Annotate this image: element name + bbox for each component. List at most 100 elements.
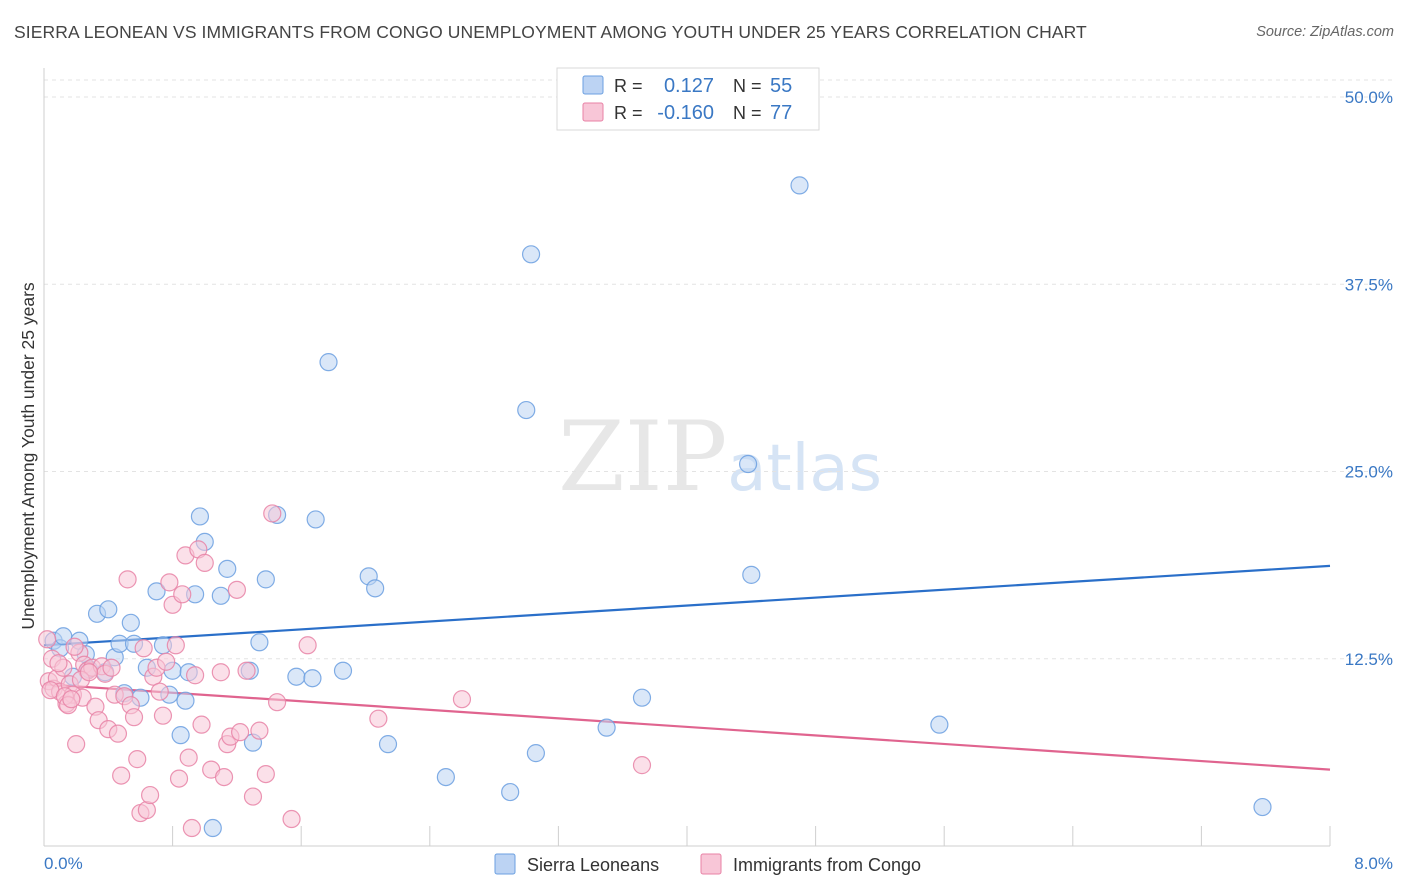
point-sierra-leonean (211, 586, 230, 605)
point-congo (263, 504, 282, 523)
point-congo (173, 585, 192, 604)
point-congo (256, 764, 275, 784)
point-sierra-leonean (521, 245, 541, 264)
point-congo (195, 553, 214, 572)
legend-r-value-sierra: 0.127 (664, 75, 714, 97)
point-congo (214, 767, 234, 787)
point-congo (160, 573, 179, 592)
series-legend: Sierra Leoneans Immigrants from Congo (494, 853, 921, 875)
point-sierra-leonean (147, 582, 166, 601)
axes (43, 68, 1331, 847)
legend-swatch-congo (582, 102, 604, 122)
point-congo (632, 756, 652, 775)
point-sierra-leonean (436, 767, 455, 787)
point-congo (169, 769, 189, 788)
point-sierra-leonean (218, 559, 237, 578)
point-congo (62, 690, 81, 709)
legend-n-value-sierra: 55 (770, 75, 792, 97)
point-congo (140, 785, 160, 805)
point-congo (211, 663, 230, 682)
point-congo (79, 663, 99, 682)
point-congo (231, 723, 250, 742)
gridlines (44, 79, 1393, 660)
point-sierra-leonean (319, 353, 338, 372)
point-sierra-leonean (203, 818, 222, 838)
point-congo (186, 666, 205, 685)
trend-line-congo (43, 683, 1331, 771)
point-sierra-leonean (501, 782, 520, 802)
point-sierra-leonean (632, 688, 652, 707)
point-congo (49, 654, 68, 673)
point-sierra-leonean (378, 735, 398, 754)
y-tick-labels: 12.5% 25.0% 37.5% 50.0% (1345, 88, 1393, 669)
point-congo (137, 800, 156, 820)
legend-r-value-congo: -0.160 (657, 102, 714, 124)
watermark-zip: ZIP (558, 401, 727, 513)
point-sierra-leonean (1253, 797, 1272, 817)
legend-n-value-congo: 77 (770, 102, 792, 124)
series-legend-swatch-congo (700, 853, 722, 875)
point-congo (243, 787, 263, 806)
trend-lines (43, 564, 1331, 771)
point-congo (65, 637, 84, 656)
point-sierra-leonean (99, 600, 118, 619)
point-congo (192, 715, 211, 734)
point-congo (124, 708, 144, 727)
point-congo (452, 690, 472, 709)
point-sierra-leonean (303, 669, 322, 688)
series-legend-label-congo: Immigrants from Congo (733, 855, 921, 875)
point-sierra-leonean (790, 176, 809, 195)
point-congo (102, 658, 121, 677)
point-congo (157, 652, 176, 671)
point-congo (38, 630, 57, 649)
point-sierra-leonean (121, 613, 140, 632)
series-legend-label-sierra: Sierra Leoneans (527, 855, 659, 875)
x-tick-label-min: 0.0% (44, 854, 83, 873)
legend-n-label-sierra: N = (733, 76, 762, 96)
point-sierra-leonean (930, 715, 949, 734)
legend-swatch-sierra (582, 75, 604, 95)
point-sierra-leonean (287, 667, 306, 686)
point-congo (153, 706, 173, 725)
point-sierra-leonean (333, 661, 353, 680)
point-sierra-leonean (171, 726, 190, 745)
trend-line-sierra (43, 564, 1331, 647)
y-tick-label: 50.0% (1345, 88, 1393, 107)
point-congo (182, 818, 201, 838)
point-congo (112, 766, 131, 785)
point-congo (67, 735, 86, 754)
y-tick-label: 25.0% (1345, 463, 1393, 482)
series-legend-swatch-sierra (494, 853, 516, 875)
point-sierra-leonean (306, 510, 325, 529)
chart-source: Source: ZipAtlas.com (1256, 24, 1394, 40)
point-sierra-leonean (190, 507, 210, 526)
point-sierra-leonean (742, 565, 761, 584)
point-congo (166, 636, 185, 655)
point-sierra-leonean (366, 579, 385, 598)
point-sierra-leonean (250, 633, 269, 652)
legend-n-label-congo: N = (733, 103, 762, 123)
point-congo (179, 748, 198, 767)
legend-r-label-congo: R = (614, 103, 643, 123)
point-congo (282, 809, 301, 829)
point-congo (267, 693, 287, 712)
y-tick-label: 37.5% (1345, 275, 1393, 294)
point-congo (118, 570, 137, 589)
point-sierra-leonean (256, 570, 275, 589)
y-axis-label: Unemployment Among Youth under 25 years (18, 282, 38, 630)
point-sierra-leonean (597, 718, 616, 737)
legend-r-label-sierra: R = (614, 76, 643, 96)
point-sierra-leonean (526, 744, 545, 763)
point-congo (250, 721, 269, 740)
point-congo (128, 750, 147, 769)
point-congo (237, 661, 256, 680)
x-tick-label-max: 8.0% (1354, 854, 1393, 873)
point-congo (369, 709, 388, 728)
point-congo (298, 636, 317, 655)
point-sierra-leonean (176, 691, 195, 710)
correlation-legend: R = 0.127 N = 55 R = -0.160 N = 77 (556, 67, 820, 131)
watermark: ZIPatlas (558, 401, 882, 513)
point-congo (227, 580, 246, 599)
data-points (38, 176, 1272, 838)
